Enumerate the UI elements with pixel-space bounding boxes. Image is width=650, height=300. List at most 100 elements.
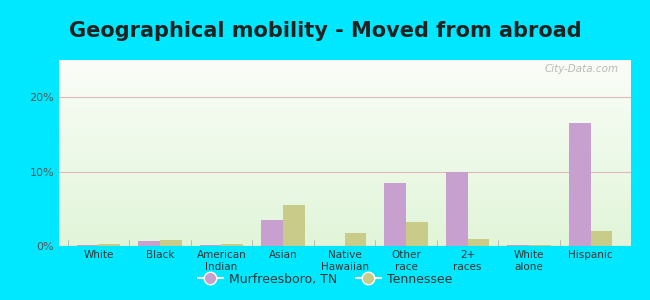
Bar xyxy=(58,71,630,72)
Bar xyxy=(58,85,630,86)
Bar xyxy=(58,198,630,199)
Bar xyxy=(58,84,630,85)
Bar xyxy=(58,182,630,183)
Bar xyxy=(58,99,630,100)
Bar xyxy=(58,132,630,133)
Bar xyxy=(58,105,630,106)
Bar xyxy=(58,112,630,113)
Bar xyxy=(58,177,630,178)
Bar xyxy=(58,118,630,119)
Bar xyxy=(58,214,630,215)
Bar xyxy=(508,245,529,246)
Bar xyxy=(446,172,467,246)
Bar xyxy=(58,77,630,78)
Bar xyxy=(58,153,630,154)
Bar xyxy=(58,160,630,161)
Bar xyxy=(58,79,630,80)
Bar xyxy=(58,108,630,109)
Bar xyxy=(138,241,160,246)
Bar xyxy=(58,243,630,244)
Bar xyxy=(200,245,222,246)
Bar xyxy=(58,95,630,96)
Bar xyxy=(385,183,406,246)
Bar xyxy=(58,138,630,139)
Bar xyxy=(58,156,630,157)
Bar xyxy=(58,170,630,171)
Bar xyxy=(58,150,630,151)
Bar xyxy=(58,179,630,180)
Bar xyxy=(58,140,630,141)
Bar xyxy=(58,70,630,71)
Bar xyxy=(58,173,630,174)
Bar xyxy=(58,206,630,207)
Bar xyxy=(58,168,630,169)
Bar xyxy=(58,188,630,189)
Bar xyxy=(58,154,630,155)
Bar xyxy=(467,239,489,246)
Bar xyxy=(58,199,630,200)
Bar xyxy=(58,192,630,193)
Bar xyxy=(58,210,630,211)
Bar xyxy=(58,151,630,152)
Bar xyxy=(58,142,630,143)
Bar xyxy=(58,100,630,101)
Bar xyxy=(58,144,630,145)
Bar xyxy=(58,147,630,148)
Bar xyxy=(58,117,630,118)
Bar xyxy=(58,169,630,170)
Bar xyxy=(58,66,630,67)
Bar xyxy=(58,137,630,138)
Bar xyxy=(58,239,630,240)
Bar xyxy=(58,212,630,214)
Bar xyxy=(261,220,283,246)
Bar xyxy=(77,244,99,246)
Bar xyxy=(58,236,630,237)
Bar xyxy=(58,146,630,147)
Bar xyxy=(58,223,630,224)
Bar xyxy=(58,237,630,238)
Bar xyxy=(58,230,630,231)
Bar xyxy=(58,218,630,219)
Bar xyxy=(58,241,630,242)
Bar xyxy=(58,172,630,173)
Bar xyxy=(58,160,630,161)
Bar xyxy=(58,127,630,128)
Bar xyxy=(58,128,630,129)
Bar xyxy=(58,136,630,137)
Bar xyxy=(58,175,630,176)
Text: Geographical mobility - Moved from abroad: Geographical mobility - Moved from abroa… xyxy=(69,21,581,41)
Bar xyxy=(58,233,630,234)
Bar xyxy=(58,211,630,212)
Bar xyxy=(58,167,630,168)
Bar xyxy=(58,145,630,146)
Bar xyxy=(58,124,630,125)
Bar xyxy=(160,240,181,246)
Bar xyxy=(58,96,630,97)
Bar xyxy=(58,62,630,63)
Bar xyxy=(58,113,630,114)
Bar xyxy=(58,234,630,235)
Bar xyxy=(58,229,630,230)
Bar xyxy=(58,174,630,175)
Bar xyxy=(58,220,630,221)
Bar xyxy=(58,68,630,69)
Bar xyxy=(58,190,630,191)
Bar xyxy=(58,87,630,88)
Bar xyxy=(58,102,630,103)
Bar xyxy=(58,176,630,177)
Bar xyxy=(58,75,630,76)
Bar xyxy=(58,208,630,209)
Bar xyxy=(58,161,630,162)
Bar xyxy=(58,242,630,243)
Bar xyxy=(58,201,630,202)
Bar xyxy=(58,94,630,95)
Bar xyxy=(58,130,630,131)
Bar xyxy=(58,134,630,135)
Bar xyxy=(58,181,630,182)
Bar xyxy=(58,184,630,185)
Bar xyxy=(58,125,630,126)
Bar xyxy=(344,232,366,246)
Bar xyxy=(58,159,630,160)
Bar xyxy=(58,171,630,172)
Bar xyxy=(569,123,590,246)
